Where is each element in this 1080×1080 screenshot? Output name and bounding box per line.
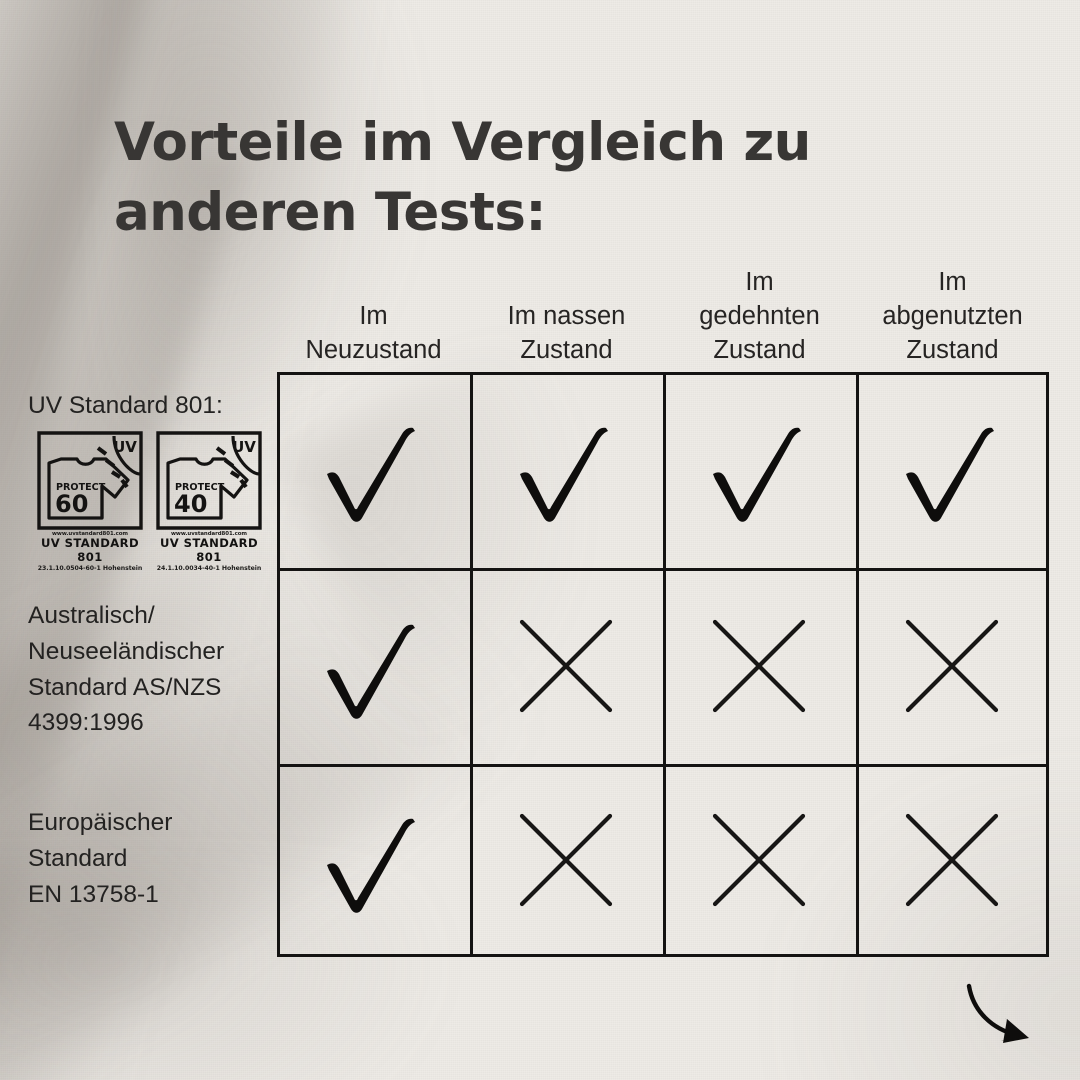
column-header-gedehnter-zustand: Im gedehnten Zustand (699, 268, 820, 365)
table-row-divider (280, 568, 1046, 571)
column-header-abgenutzter-zustand: Im abgenutzten Zustand (882, 268, 1023, 365)
row-label-as-nzs-standard: Australisch/ Neuseeländischer Standard A… (28, 602, 225, 737)
badge-name: UV STANDARD 801 (159, 536, 258, 565)
cross-icon (712, 619, 806, 713)
table-cell (470, 372, 663, 569)
badge-code: 23.1.10.0504-60-1 Hohenstein (37, 564, 143, 572)
badge-url: www.uvstandard801.com (170, 531, 248, 537)
cross-icon (905, 814, 999, 907)
table-column-divider (662, 375, 666, 954)
table-cell (277, 372, 470, 569)
svg-text:PROTECT: PROTECT (175, 482, 225, 493)
row-label-en-standard: Europäischer Standard EN 13758-1 (28, 809, 173, 908)
svg-text:60: 60 (55, 490, 88, 518)
badge-url: www.uvstandard801.com (51, 531, 129, 537)
table-cell (856, 764, 1049, 957)
table-column-divider (855, 375, 859, 954)
cross-icon (905, 619, 999, 713)
table-cell (470, 764, 663, 957)
table-cell (663, 372, 856, 569)
cross-icon (712, 814, 806, 907)
checkmark-icon (520, 428, 608, 522)
badge-name: UV STANDARD 801 (40, 536, 139, 565)
uv-badge-60: UV PROTECT 60 www.uvstandard801.com UV S… (36, 430, 144, 572)
uv-standard-801-badges: UV PROTECT 60 www.uvstandard801.com UV S… (36, 430, 263, 572)
uv-badge-40: UV PROTECT 40 www.uvstandard801.com UV S… (155, 430, 263, 572)
checkmark-icon (327, 428, 415, 522)
badge-code: 24.1.10.0034-40-1 Hohenstein (156, 564, 262, 572)
table-row-divider (280, 764, 1046, 767)
comparison-table (277, 372, 1049, 957)
svg-text:UV: UV (232, 438, 256, 456)
column-header-neuzustand: Im Neuzustand (305, 302, 442, 365)
table-column-divider (469, 375, 473, 954)
uv-protect-40-tshirt-icon: UV PROTECT 40 (156, 431, 262, 530)
table-cell (856, 372, 1049, 569)
checkmark-icon (713, 428, 801, 522)
cross-icon (519, 619, 613, 713)
checkmark-icon (906, 428, 994, 522)
checkmark-icon (327, 624, 415, 719)
table-cell (470, 568, 663, 764)
column-header-nasser-zustand: Im nassen Zustand (507, 302, 626, 365)
checkmark-icon (327, 818, 415, 913)
svg-text:40: 40 (174, 490, 207, 518)
curved-arrow-icon (966, 983, 1029, 1043)
svg-text:PROTECT: PROTECT (56, 482, 106, 493)
table-cell (663, 764, 856, 957)
svg-text:UV: UV (113, 438, 137, 456)
table-cell (663, 568, 856, 764)
cross-icon (519, 814, 613, 907)
table-cell (277, 568, 470, 764)
uv-protect-60-tshirt-icon: UV PROTECT 60 (37, 431, 143, 530)
table-cell (277, 764, 470, 957)
table-cell (856, 568, 1049, 764)
page-title: Vorteile im Vergleich zu anderen Tests: (114, 112, 811, 243)
row-label-uv-standard-801: UV Standard 801: (28, 392, 223, 419)
table-column-headers: Im Neuzustand Im nassen Zustand Im gedeh… (0, 250, 1080, 368)
